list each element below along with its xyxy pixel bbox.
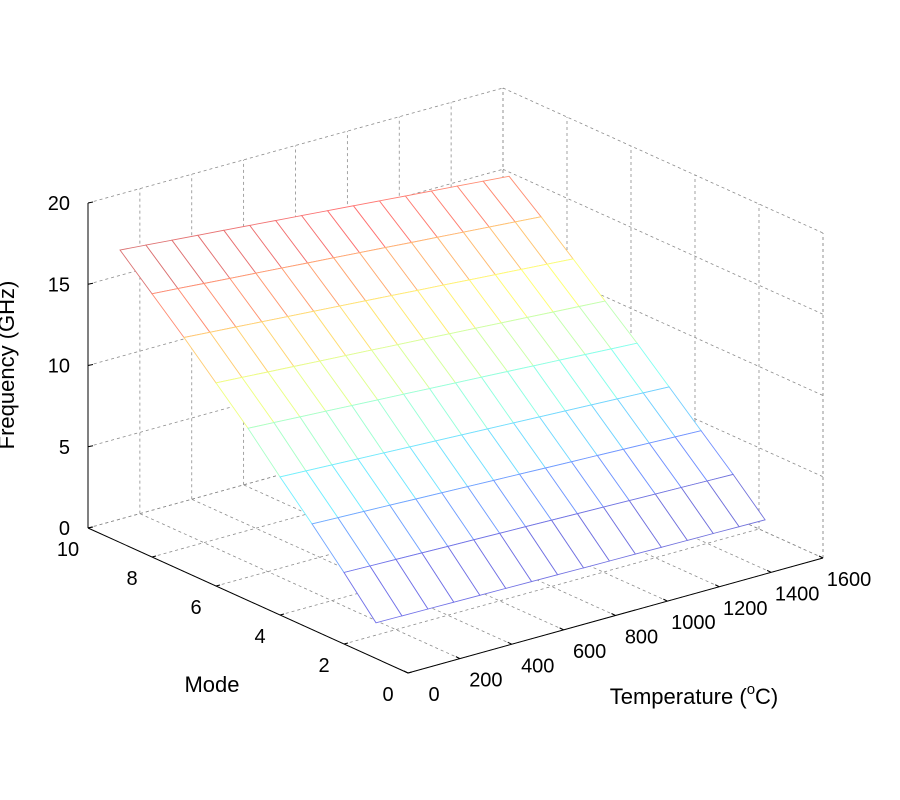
grid-sidewall-frequency: [502, 250, 824, 396]
x-tick-label: 600: [573, 641, 606, 663]
z-tick-mark: [87, 445, 94, 448]
x-tick-mark: [715, 584, 720, 588]
x-tick-label: 1000: [671, 612, 716, 634]
y-tick-mark: [279, 613, 285, 616]
x-tick-mark: [766, 569, 772, 573]
z-tick-label: 5: [59, 437, 70, 459]
x-axis-label-unit: C): [755, 684, 778, 709]
x-tick-label: 1200: [723, 598, 768, 620]
y-tick-mark: [215, 584, 221, 587]
x-tick-label: 800: [625, 627, 658, 649]
y-tick-label: 8: [126, 568, 137, 590]
y-tick-mark: [407, 671, 413, 674]
z-tick-label: 0: [59, 518, 70, 540]
x-tick-mark: [611, 613, 616, 616]
x-tick-label: 1400: [775, 583, 820, 605]
x-axis-label: Temperature (oC): [610, 681, 779, 709]
x-tick-mark: [818, 555, 824, 559]
x-tick-label: 200: [469, 670, 502, 692]
y-tick-mark: [343, 642, 349, 645]
x-tick-mark: [507, 641, 512, 645]
y-axis-line: [87, 527, 409, 674]
grid-floor-temperature: [139, 513, 461, 659]
y-tick-label: 10: [57, 539, 79, 561]
x-tick-label: 400: [521, 655, 554, 677]
y-tick-label: 6: [190, 597, 201, 619]
z-tick-label: 15: [48, 274, 70, 296]
z-tick-mark: [87, 364, 94, 366]
x-tick-mark: [663, 598, 668, 602]
z-tick-mark: [87, 201, 94, 204]
grid-sidewall-frequency: [502, 87, 824, 234]
x-tick-mark: [559, 627, 564, 631]
z-tick-label: 10: [48, 356, 70, 378]
surface-mesh: [119, 175, 766, 624]
x-tick-mark: [455, 656, 461, 660]
x-tick-label: 1600: [827, 569, 872, 591]
y-tick-mark: [151, 555, 157, 558]
x-tick-mark: [403, 670, 409, 674]
z-axis-label: Frequency (GHz): [0, 281, 19, 450]
y-tick-label: 0: [382, 684, 393, 706]
x-axis-label-degree: o: [747, 681, 755, 698]
z-tick-mark: [87, 282, 94, 285]
grid-sidewall-frequency: [502, 168, 824, 315]
z-tick-label: 20: [48, 193, 70, 215]
z-tick-mark: [87, 526, 94, 529]
x-axis-label-main: Temperature (: [610, 684, 748, 709]
x-tick-label: 0: [428, 684, 439, 706]
y-axis-label: Mode: [184, 672, 239, 697]
tick-labels: 0200400600800100012001400160002468100510…: [48, 193, 872, 706]
surface-cell: [343, 565, 403, 624]
y-tick-label: 2: [318, 655, 329, 677]
y-tick-label: 4: [254, 626, 265, 648]
